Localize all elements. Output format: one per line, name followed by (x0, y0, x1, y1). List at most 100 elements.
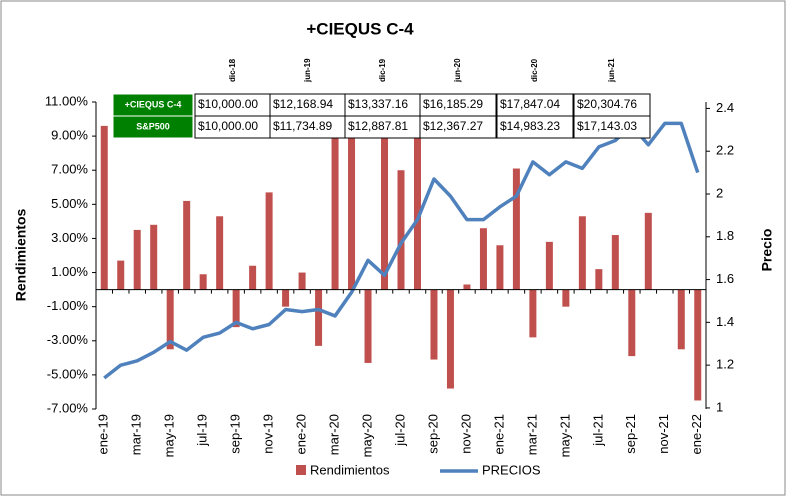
bar (265, 192, 273, 290)
y2-tick-label: 1.2 (716, 357, 734, 372)
bar (595, 269, 603, 290)
bar (100, 125, 108, 290)
x-tick-label: sep-21 (623, 414, 638, 454)
bar (644, 212, 652, 290)
x-tick-label: nov-19 (261, 414, 276, 454)
table-value: $12,367.27 (423, 119, 483, 133)
legend-swatch (296, 465, 306, 475)
x-tick-label: ene-22 (689, 414, 704, 454)
bar (677, 289, 685, 350)
bar (479, 228, 487, 290)
bar (446, 289, 454, 389)
bar (117, 260, 125, 290)
table-value: $10,000.00 (198, 97, 258, 111)
y2-axis-label: Precio (759, 229, 775, 272)
x-tick-label: nov-21 (656, 414, 671, 454)
bar (413, 122, 421, 290)
bar (529, 289, 537, 338)
table-value: $14,983.23 (500, 119, 560, 133)
table-value: $17,143.03 (577, 119, 637, 133)
table-value: $12,887.81 (348, 119, 408, 133)
bar (496, 245, 504, 290)
y-tick-label: 7.00% (51, 162, 88, 177)
bar (694, 289, 702, 401)
x-tick-label: mar-20 (326, 414, 341, 455)
bar (232, 289, 240, 328)
x-tick-label: may-20 (359, 414, 374, 457)
y-tick-label: 9.00% (51, 128, 88, 143)
x-tick-label: ene-19 (96, 414, 111, 454)
x-tick-label: ene-20 (294, 414, 309, 454)
column-header: jun-20 (453, 58, 462, 83)
bar (249, 265, 257, 290)
table-cell (496, 115, 574, 139)
column-header: dic-20 (530, 58, 539, 82)
bar (562, 289, 570, 307)
price-line (103, 121, 700, 380)
row-label-cell (112, 115, 194, 139)
x-tick-label: jul-19 (195, 414, 210, 447)
table-cell (573, 115, 651, 139)
legend-label: Rendimientos (310, 462, 390, 477)
y-tick-label: -7.00% (47, 400, 89, 415)
y-tick-label: 3.00% (51, 230, 88, 245)
y-tick-label: 11.00% (45, 93, 89, 108)
row-label: S&P500 (136, 121, 170, 131)
bar (133, 229, 141, 290)
y-axis-label: Rendimientos (13, 209, 29, 302)
x-tick-label: jul-20 (392, 414, 407, 447)
y-tick-label: 1.00% (51, 264, 88, 279)
bar (430, 289, 438, 360)
bar (298, 272, 306, 290)
table-value: $11,734.89 (273, 119, 332, 133)
x-tick-label: may-21 (557, 414, 572, 457)
column-header: jun-21 (607, 58, 616, 83)
table-value: $10,000.00 (198, 119, 258, 133)
y2-tick-label: 2.4 (716, 100, 734, 115)
legend-label: PRECIOS (482, 462, 541, 477)
y2-tick-label: 1.4 (716, 314, 734, 329)
y2-tick-label: 2 (716, 185, 723, 200)
x-tick-label: jul-21 (590, 414, 605, 447)
y-tick-label: -3.00% (47, 332, 89, 347)
y2-tick-label: 2.2 (716, 143, 734, 158)
bar (463, 284, 471, 290)
y-tick-label: -5.00% (47, 366, 89, 381)
bar (331, 127, 339, 290)
bar (315, 289, 323, 346)
y2-tick-label: 1.6 (716, 271, 734, 286)
table-value: $13,337.16 (348, 97, 408, 111)
bar (628, 289, 636, 357)
column-header: jun-19 (303, 58, 312, 83)
bar (364, 289, 372, 363)
x-tick-label: ene-21 (491, 414, 506, 454)
x-tick-label: may-19 (162, 414, 177, 457)
bar (611, 235, 619, 290)
y-tick-label: 5.00% (51, 196, 88, 211)
bar (381, 129, 389, 290)
y2-tick-label: 1.8 (716, 228, 734, 243)
row-label: +CIEQUS C-4 (125, 99, 182, 109)
x-tick-label: mar-19 (129, 414, 144, 455)
table-value: $16,185.29 (423, 97, 483, 111)
column-header: dic-19 (378, 58, 387, 82)
x-tick-label: sep-20 (425, 414, 440, 454)
y-tick-label: -1.00% (47, 298, 89, 313)
bar (348, 119, 356, 290)
bar (282, 289, 290, 307)
y2-tick-label: 1 (716, 399, 723, 414)
bar (578, 216, 586, 290)
bar (397, 170, 405, 290)
bar (166, 289, 174, 350)
bar (512, 168, 520, 290)
x-tick-label: nov-20 (458, 414, 473, 454)
chart-title: +CIEQUS C-4 (306, 19, 414, 38)
table-cell (419, 115, 497, 139)
table-value: $12,168.94 (273, 97, 333, 111)
table-value: $17,847.04 (500, 97, 560, 111)
bar (183, 200, 191, 290)
table-value: $20,304.76 (577, 97, 637, 111)
bar (199, 274, 207, 290)
